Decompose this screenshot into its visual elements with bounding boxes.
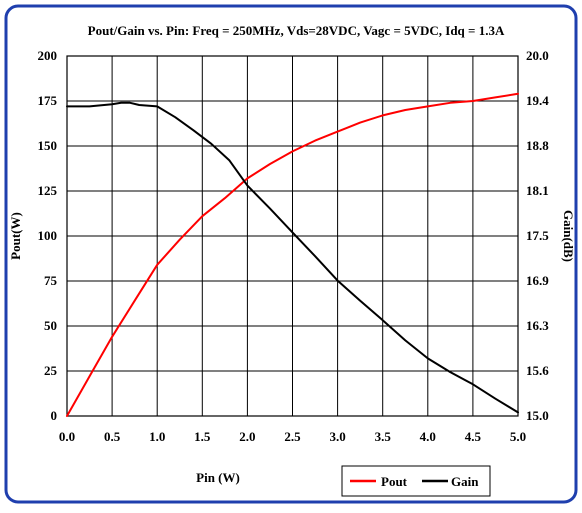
right-y-tick-label: 15.0 xyxy=(526,408,549,423)
right-y-tick-label: 19.4 xyxy=(526,93,549,108)
left-y-tick-label: 25 xyxy=(44,363,58,378)
x-tick-labels: 0.0 0.5 1.0 1.5 2.0 2.5 3.0 3.5 4.0 4.5 5.0 xyxy=(59,429,526,444)
x-tick-label: 1.5 xyxy=(194,429,211,444)
series-line-gain xyxy=(66,101,519,414)
left-y-tick-label: 50 xyxy=(44,318,57,333)
left-y-tick-label: 100 xyxy=(38,228,58,243)
series-lines xyxy=(66,92,519,417)
legend: Pout Gain xyxy=(341,465,491,497)
series-line-pout xyxy=(66,92,519,417)
x-tick-label: 4.0 xyxy=(420,429,436,444)
x-tick-label: 5.0 xyxy=(510,429,526,444)
right-y-tick-label: 16.9 xyxy=(526,273,549,288)
right-y-tick-label: 18.8 xyxy=(526,138,549,153)
x-tick-label: 4.5 xyxy=(465,429,482,444)
x-tick-label: 2.5 xyxy=(284,429,301,444)
x-tick-label: 0.0 xyxy=(59,429,75,444)
right-y-tick-label: 20.0 xyxy=(526,48,549,63)
left-y-tick-label: 125 xyxy=(38,183,58,198)
plot-area xyxy=(66,55,519,417)
x-tick-label: 2.0 xyxy=(239,429,255,444)
right-y-tick-label: 18.1 xyxy=(526,183,549,198)
left-y-tick-label: 175 xyxy=(38,93,58,108)
right-y-tick-labels: 15.0 15.6 16.3 16.9 17.5 18.1 18.8 19.4 20.0 xyxy=(526,48,549,423)
x-axis-label: Pin (W) xyxy=(196,470,240,485)
right-y-axis-label: Gain(dB) xyxy=(561,210,576,262)
legend-label-pout: Pout xyxy=(381,474,408,489)
left-y-tick-label: 200 xyxy=(38,48,58,63)
grid-lines xyxy=(67,56,518,416)
x-tick-label: 0.5 xyxy=(104,429,121,444)
right-y-tick-label: 15.6 xyxy=(526,363,549,378)
x-tick-label: 3.0 xyxy=(329,429,345,444)
legend-label-gain: Gain xyxy=(451,474,479,489)
x-tick-label: 3.5 xyxy=(375,429,392,444)
right-y-tick-label: 17.5 xyxy=(526,228,549,243)
left-y-tick-label: 75 xyxy=(44,273,58,288)
chart-title: Pout/Gain vs. Pin: Freq = 250MHz, Vds=28… xyxy=(88,23,505,38)
left-y-tick-labels: 0 25 50 75 100 125 150 175 200 xyxy=(38,48,58,423)
x-tick-label: 1.0 xyxy=(149,429,165,444)
chart-border xyxy=(4,4,578,504)
left-y-axis-label: Pout(W) xyxy=(8,212,23,260)
right-y-tick-label: 16.3 xyxy=(526,318,549,333)
left-y-tick-label: 150 xyxy=(38,138,58,153)
left-y-tick-label: 0 xyxy=(51,408,58,423)
